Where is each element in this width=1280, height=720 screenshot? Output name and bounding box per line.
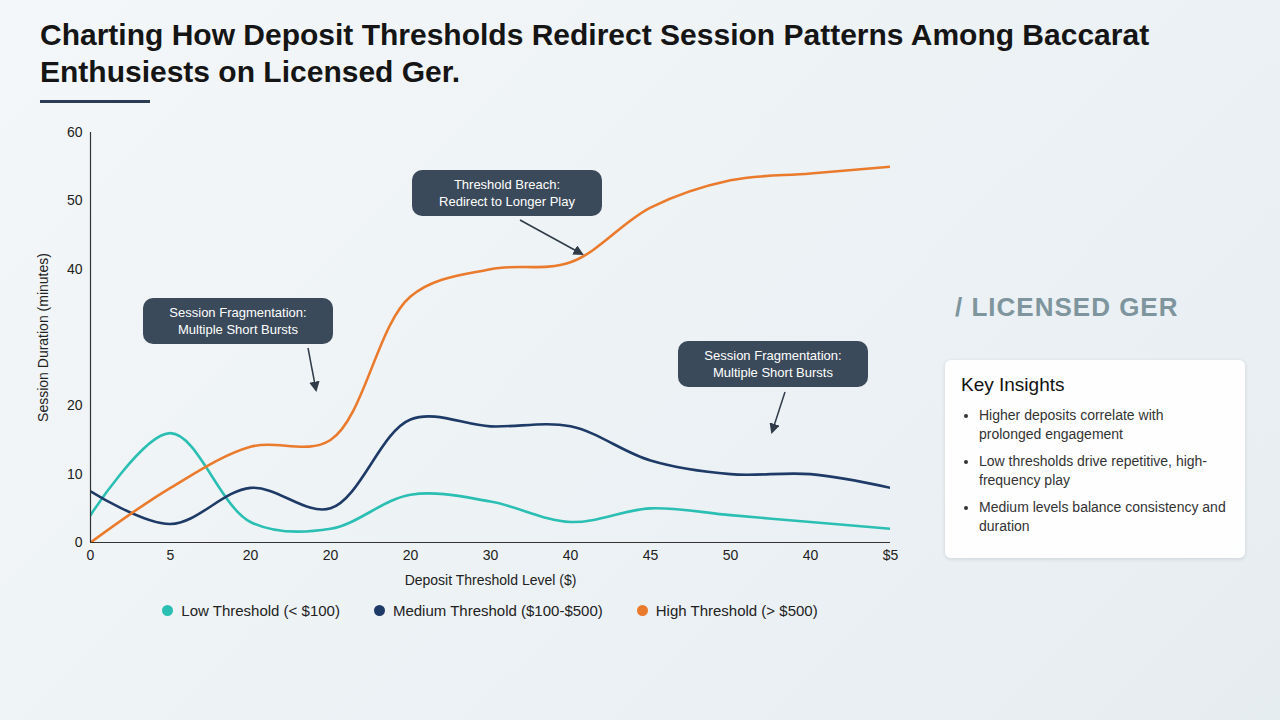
svg-text:40: 40 — [803, 547, 819, 563]
svg-text:50: 50 — [723, 547, 739, 563]
svg-text:40: 40 — [563, 547, 579, 563]
svg-text:60: 60 — [67, 124, 83, 140]
svg-text:Deposit Threshold Level ($): Deposit Threshold Level ($) — [405, 572, 577, 588]
html-text:Session Fragmentation: Multipl: Session Fragmentation: Multiple Short Bu… — [169, 305, 307, 337]
svg-text:50: 50 — [67, 192, 83, 208]
svg-text:0: 0 — [75, 534, 83, 550]
svg-text:45: 45 — [643, 547, 659, 563]
svg-text:5: 5 — [167, 547, 175, 563]
svg-text:$5: $5 — [883, 547, 899, 563]
html-text:Session Fragmentation: Multipl: Session Fragmentation: Multiple Short Bu… — [704, 348, 842, 380]
html-text:Charting How Deposit Threshold: Charting How Deposit Thresholds Redirect… — [40, 18, 1150, 88]
html-text:Higher deposits correlate with: Higher deposits correlate with prolonged… — [979, 407, 1164, 442]
svg-text:Session Duration (minutes): Session Duration (minutes) — [35, 253, 51, 422]
html-text:Key Insights: Key Insights — [961, 374, 1065, 395]
html-text:Low thresholds drive repetitiv: Low thresholds drive repetitive, high-fr… — [979, 453, 1207, 488]
html-text:High Threshold (> $500): High Threshold (> $500) — [655, 602, 818, 619]
svg-text:20: 20 — [403, 547, 419, 563]
html-text:/ LICENSED GER: / LICENSED GER — [955, 292, 1179, 322]
svg-text:10: 10 — [67, 466, 83, 482]
svg-text:20: 20 — [323, 547, 339, 563]
svg-text:0: 0 — [87, 547, 95, 563]
html-text:Medium Threshold ($100-$500): Medium Threshold ($100-$500) — [392, 602, 603, 619]
html-text:Low Threshold (< $100): Low Threshold (< $100) — [181, 602, 340, 619]
svg-text:20: 20 — [243, 547, 259, 563]
html-text:Medium levels balance consiste: Medium levels balance consistency and du… — [979, 499, 1226, 534]
svg-text:20: 20 — [67, 397, 83, 413]
svg-text:30: 30 — [483, 547, 499, 563]
svg-text:40: 40 — [67, 261, 83, 277]
html-text:Threshold Breach: Redirect to: Threshold Breach: Redirect to Longer Pla… — [439, 177, 575, 209]
